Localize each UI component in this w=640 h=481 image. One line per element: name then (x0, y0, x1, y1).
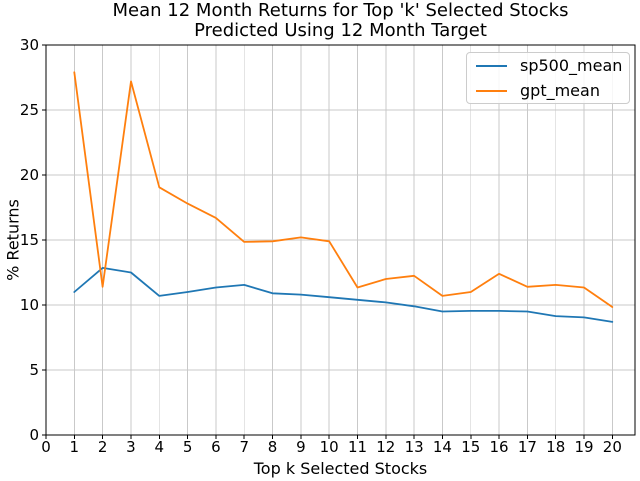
legend-label-gpt: gpt_mean (520, 80, 600, 100)
x-tick-label: 13 (405, 438, 424, 456)
y-tick-label: 20 (20, 166, 39, 184)
x-tick-label: 19 (574, 438, 593, 456)
x-tick-label: 9 (296, 438, 306, 456)
gpt_mean-line (73, 71, 614, 308)
y-tick-label: 0 (29, 426, 39, 444)
x-tick-label: 3 (126, 438, 136, 456)
y-tick-label: 15 (20, 231, 39, 249)
y-tick-label: 25 (20, 101, 39, 119)
x-tick-label: 18 (546, 438, 565, 456)
x-tick-label: 10 (320, 438, 339, 456)
x-tick-label: 15 (461, 438, 480, 456)
gpt-line-swatch (476, 89, 507, 92)
y-tick-label: 30 (20, 36, 39, 54)
chart-title-line2: Predicted Using 12 Month Target (194, 20, 487, 41)
x-axis-label: Top k Selected Stocks (253, 459, 428, 478)
legend-label-sp500: sp500_mean (520, 55, 623, 75)
chart-title: Mean 12 Month Returns for Top 'k' Select… (46, 1, 635, 41)
x-tick-label: 4 (154, 438, 164, 456)
legend-item-sp500: sp500_mean (476, 55, 629, 77)
x-tick-label: 14 (433, 438, 452, 456)
x-tick-label: 0 (41, 438, 51, 456)
x-tick-label: 16 (490, 438, 509, 456)
x-tick-label: 5 (183, 438, 193, 456)
sp500_mean-line (73, 266, 614, 323)
x-tick-label: 2 (98, 438, 108, 456)
y-tick-label: 5 (29, 361, 39, 379)
x-tick-label: 1 (70, 438, 80, 456)
x-tick-label: 20 (603, 438, 622, 456)
x-tick-label: 8 (268, 438, 278, 456)
y-axis-label: % Returns (3, 199, 23, 281)
chart-title-line1: Mean 12 Month Returns for Top 'k' Select… (112, 0, 569, 21)
x-tick-label: 7 (239, 438, 249, 456)
x-tick-label: 11 (348, 438, 367, 456)
sp500-line-swatch (476, 64, 507, 67)
y-tick-label: 10 (20, 296, 39, 314)
x-tick-label: 6 (211, 438, 221, 456)
legend: sp500_mean gpt_mean (466, 52, 630, 104)
x-tick-label: 17 (518, 438, 537, 456)
x-tick-label: 12 (376, 438, 395, 456)
legend-item-gpt: gpt_mean (476, 80, 629, 102)
